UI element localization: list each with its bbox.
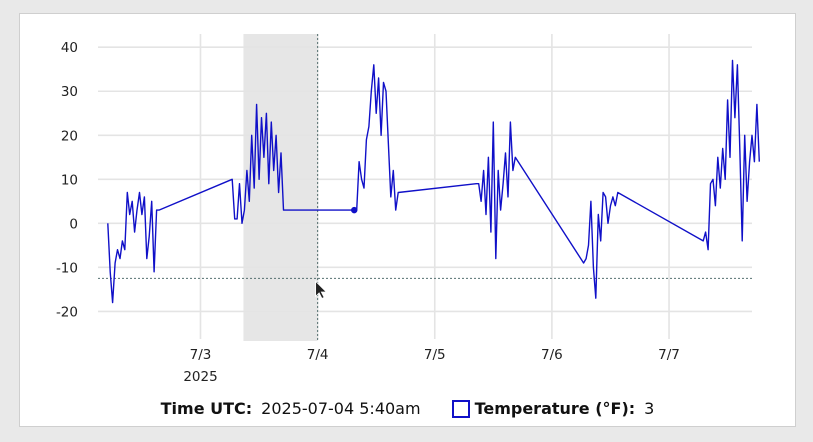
time-value: 2025-07-04 5:40am	[261, 399, 421, 418]
time-label: Time UTC:	[160, 399, 253, 418]
x-tick-label: 7/6	[541, 347, 563, 363]
y-tick-label: 40	[61, 40, 78, 56]
x-year-label: 2025	[183, 369, 217, 385]
y-tick-label: 20	[61, 128, 78, 144]
mouse-pointer-icon	[315, 280, 328, 300]
series-toggle-checkbox[interactable]	[451, 399, 470, 418]
x-tick-label: 7/3	[190, 347, 212, 363]
selection-band[interactable]	[243, 34, 318, 341]
chart-panel: 40 30 20 10 0 -10 -20 7/3 2025 7/4 7/5 7/6 7/7 Time…	[19, 13, 796, 427]
y-tick-label: 0	[69, 216, 78, 232]
y-tick-label: 10	[61, 172, 78, 188]
temperature-series-line[interactable]	[107, 59, 760, 304]
hovered-point-marker	[351, 206, 358, 214]
y-tick-label: 30	[61, 84, 78, 100]
legend: Time UTC: 2025-07-04 5:40am Temperature …	[20, 399, 795, 418]
series-label: Temperature (°F):	[474, 399, 636, 418]
y-tick-label: -20	[56, 304, 78, 320]
series-value: 3	[644, 399, 655, 418]
x-tick-label: 7/7	[658, 347, 680, 363]
temperature-chart[interactable]: 40 30 20 10 0 -10 -20 7/3 2025 7/4 7/5 7/6 7/7	[20, 14, 795, 399]
y-tick-label: -10	[56, 260, 78, 276]
x-tick-label: 7/5	[424, 347, 446, 363]
x-tick-label: 7/4	[307, 347, 329, 363]
